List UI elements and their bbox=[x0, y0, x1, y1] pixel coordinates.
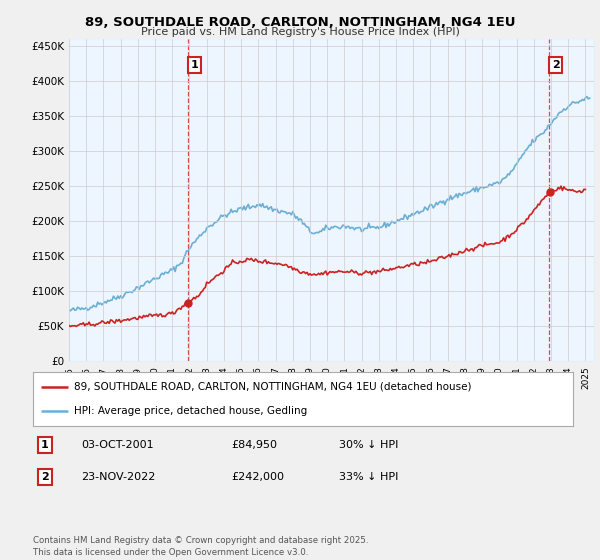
Text: 33% ↓ HPI: 33% ↓ HPI bbox=[339, 472, 398, 482]
Text: 1: 1 bbox=[191, 60, 199, 70]
Text: 23-NOV-2022: 23-NOV-2022 bbox=[81, 472, 155, 482]
Text: Price paid vs. HM Land Registry's House Price Index (HPI): Price paid vs. HM Land Registry's House … bbox=[140, 27, 460, 37]
Text: 03-OCT-2001: 03-OCT-2001 bbox=[81, 440, 154, 450]
Text: 89, SOUTHDALE ROAD, CARLTON, NOTTINGHAM, NG4 1EU (detached house): 89, SOUTHDALE ROAD, CARLTON, NOTTINGHAM,… bbox=[74, 382, 471, 392]
Text: 2: 2 bbox=[552, 60, 560, 70]
Text: £242,000: £242,000 bbox=[231, 472, 284, 482]
Text: 1: 1 bbox=[41, 440, 49, 450]
Text: Contains HM Land Registry data © Crown copyright and database right 2025.
This d: Contains HM Land Registry data © Crown c… bbox=[33, 536, 368, 557]
Text: 89, SOUTHDALE ROAD, CARLTON, NOTTINGHAM, NG4 1EU: 89, SOUTHDALE ROAD, CARLTON, NOTTINGHAM,… bbox=[85, 16, 515, 29]
Text: 2: 2 bbox=[41, 472, 49, 482]
Text: HPI: Average price, detached house, Gedling: HPI: Average price, detached house, Gedl… bbox=[74, 406, 307, 416]
Text: £84,950: £84,950 bbox=[231, 440, 277, 450]
Text: 30% ↓ HPI: 30% ↓ HPI bbox=[339, 440, 398, 450]
